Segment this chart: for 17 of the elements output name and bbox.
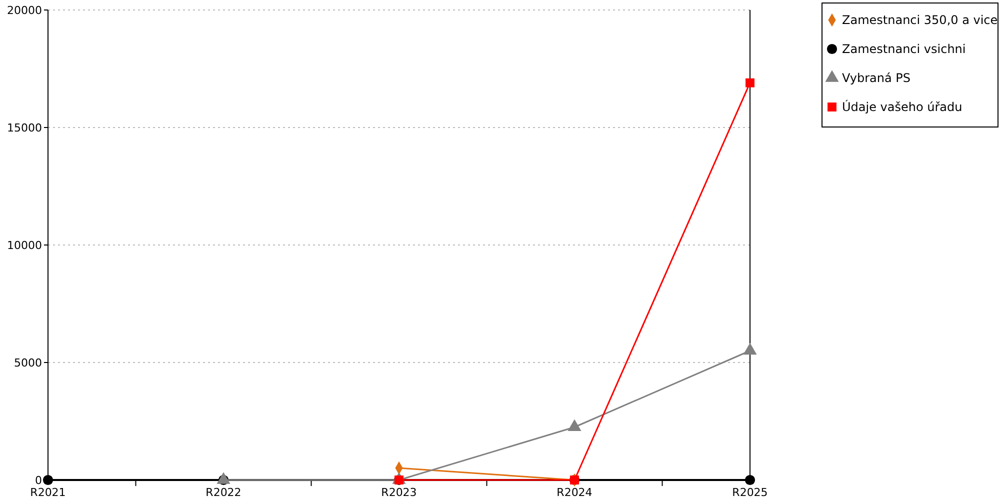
x-tick-label: R2022 xyxy=(206,486,242,499)
legend-label: Zamestnanci vsichni xyxy=(842,42,966,56)
point xyxy=(746,78,754,88)
x-tick-label: R2025 xyxy=(732,486,768,499)
legend-label: Zamestnanci 350,0 a vice xyxy=(842,13,998,27)
legend-label: Údaje vašeho úřadu xyxy=(842,99,962,114)
y-tick-label: 10000 xyxy=(7,239,42,252)
point xyxy=(744,474,756,486)
y-tick-label: 20000 xyxy=(7,4,42,17)
legend-label: Vybraná PS xyxy=(842,71,911,85)
x-tick-label: R2023 xyxy=(381,486,417,499)
x-tick-label: R2024 xyxy=(556,486,592,499)
y-tick-label: 15000 xyxy=(7,122,42,134)
y-tick-label: 0 xyxy=(35,474,42,487)
point xyxy=(42,474,54,486)
y-tick-label: 5000 xyxy=(14,356,42,370)
x-tick-label: R2021 xyxy=(30,486,66,499)
